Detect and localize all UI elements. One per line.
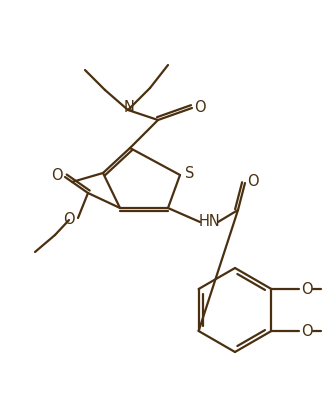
- Text: O: O: [302, 282, 313, 297]
- Text: O: O: [63, 212, 75, 226]
- Text: O: O: [302, 324, 313, 339]
- Text: N: N: [124, 100, 135, 114]
- Text: HN: HN: [198, 214, 220, 229]
- Text: O: O: [194, 100, 206, 114]
- Text: O: O: [51, 168, 63, 183]
- Text: S: S: [185, 166, 195, 181]
- Text: O: O: [247, 174, 259, 189]
